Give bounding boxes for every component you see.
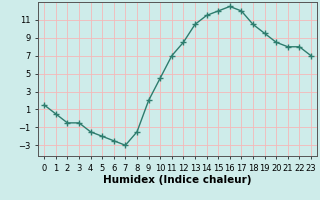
X-axis label: Humidex (Indice chaleur): Humidex (Indice chaleur)	[103, 175, 252, 185]
